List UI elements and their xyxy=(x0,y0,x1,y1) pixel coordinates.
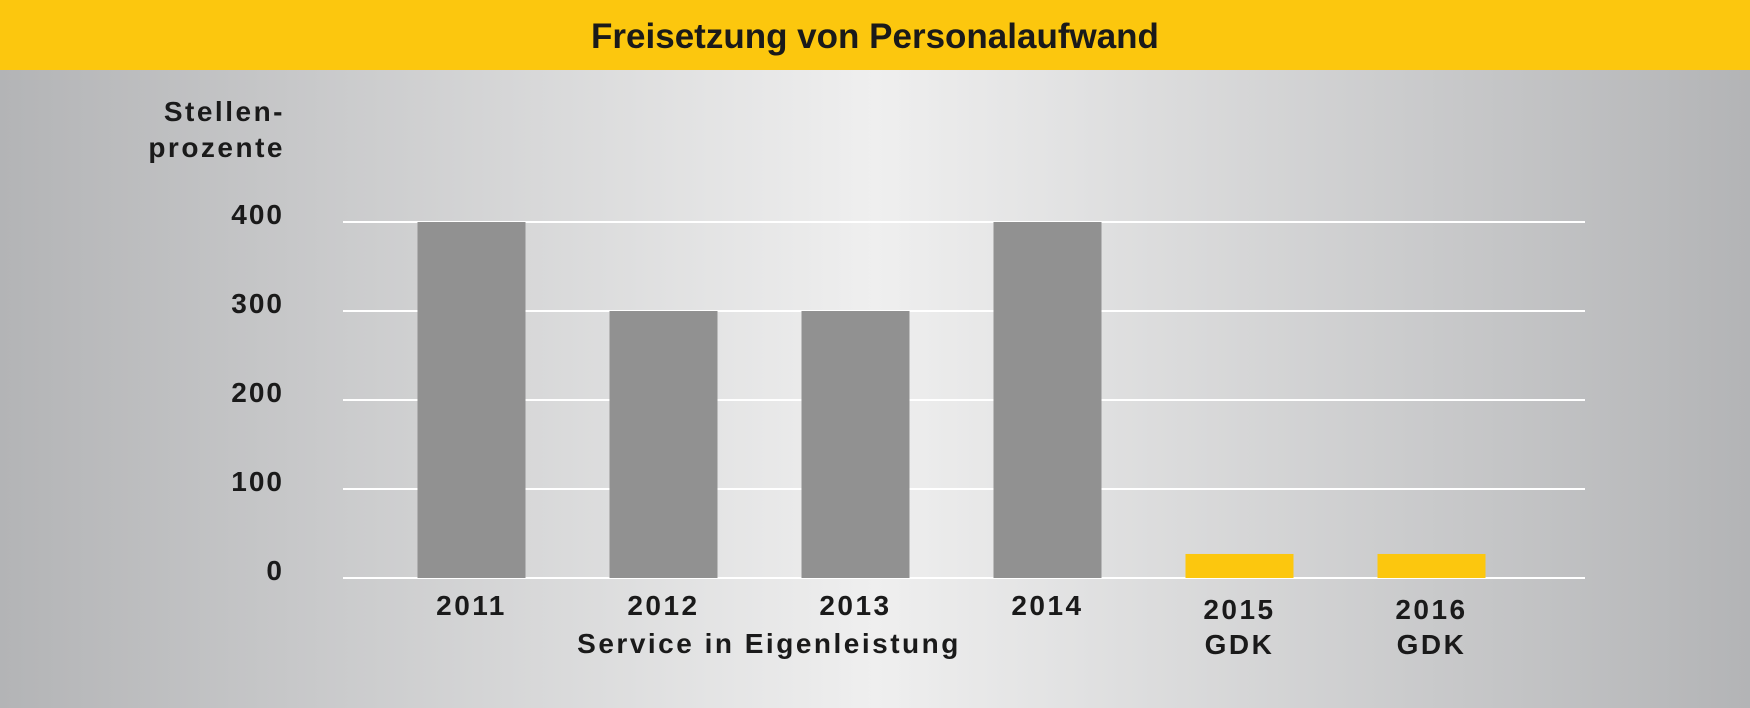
x-tick-label: GDK xyxy=(1205,629,1275,660)
y-tick-label: 400 xyxy=(231,199,284,230)
x-tick-label: 2016 xyxy=(1395,594,1467,625)
bar xyxy=(801,311,910,578)
title-band xyxy=(0,0,1750,70)
bar xyxy=(417,222,526,578)
y-axis-label-line: prozente xyxy=(148,132,285,163)
y-tick-label: 100 xyxy=(231,466,284,497)
chart-title: Freisetzung von Personalaufwand xyxy=(591,17,1159,56)
y-axis-ticks: 0 100 200 300 400 xyxy=(231,199,284,586)
y-axis-label-line: Stellen- xyxy=(164,96,285,127)
x-tick-label: 2013 xyxy=(819,590,891,621)
group-label: Service in Eigenleistung xyxy=(577,628,961,659)
y-tick-label: 300 xyxy=(231,288,284,319)
y-tick-label: 0 xyxy=(266,555,284,586)
bar xyxy=(609,311,718,578)
y-axis-label: Stellen-prozente xyxy=(148,96,285,163)
x-tick-label: GDK xyxy=(1397,629,1467,660)
x-tick-label: 2011 xyxy=(436,590,507,621)
bar xyxy=(993,222,1102,578)
x-axis-ticks: 2011 2012 2013 2014 2015 GDK 2016 GDK xyxy=(436,590,1467,660)
x-tick-label: 2015 xyxy=(1203,594,1275,625)
bars xyxy=(417,222,1486,578)
bar xyxy=(1185,553,1294,578)
y-tick-label: 200 xyxy=(231,377,284,408)
x-tick-label: 2014 xyxy=(1011,590,1083,621)
bar xyxy=(1377,553,1486,578)
x-tick-label: 2012 xyxy=(627,590,699,621)
